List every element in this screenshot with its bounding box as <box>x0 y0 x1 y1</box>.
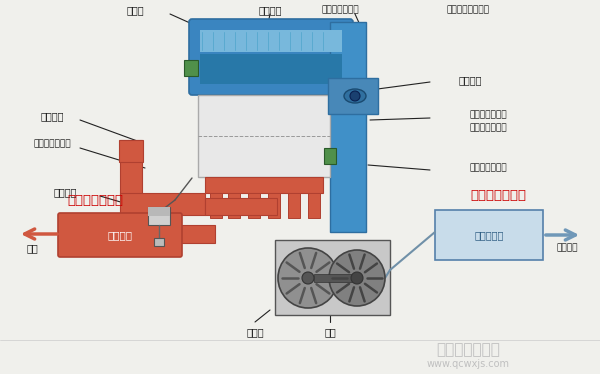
Bar <box>328 78 378 114</box>
FancyBboxPatch shape <box>189 19 353 95</box>
Bar <box>120 140 142 195</box>
Text: 新鲜空气: 新鲜空气 <box>556 243 578 252</box>
Text: 进气温度传感器: 进气温度传感器 <box>469 123 507 132</box>
Bar <box>200 30 342 52</box>
Bar <box>198 95 330 177</box>
Text: 冷却器: 冷却器 <box>126 5 144 15</box>
Bar <box>308 193 320 218</box>
Text: （进气泄压阀）: （进气泄压阀） <box>470 188 526 202</box>
Circle shape <box>278 248 338 308</box>
Bar <box>205 198 277 215</box>
Text: 进气压力传感器: 进气压力传感器 <box>321 6 359 15</box>
Bar <box>288 193 300 218</box>
Bar <box>120 193 205 215</box>
Bar <box>324 148 336 164</box>
Text: 增压空气循环阀: 增压空气循环阀 <box>469 163 507 172</box>
Bar <box>330 22 366 232</box>
Bar <box>248 193 260 218</box>
Bar <box>268 193 280 218</box>
Text: 和进气温度传感器: 和进气温度传感器 <box>446 6 490 15</box>
Text: 压力单元: 压力单元 <box>53 187 77 197</box>
Text: 增压压力限制阀: 增压压力限制阀 <box>33 140 71 148</box>
Text: （排气泄压阀）: （排气泄压阀） <box>67 193 123 206</box>
Bar <box>119 140 143 162</box>
Text: 废气: 废气 <box>26 243 38 253</box>
Bar <box>148 207 170 225</box>
Ellipse shape <box>344 89 366 103</box>
Text: 排气歧管: 排气歧管 <box>40 111 64 121</box>
Text: 涡轮: 涡轮 <box>324 327 336 337</box>
Text: 增压压力传感器: 增压压力传感器 <box>469 110 507 120</box>
Circle shape <box>350 91 360 101</box>
Bar <box>275 240 390 315</box>
Text: 三元催化: 三元催化 <box>107 230 133 240</box>
Text: 节流阀体: 节流阀体 <box>458 75 482 85</box>
Text: 旁通阀: 旁通阀 <box>246 327 264 337</box>
Text: 空气滤清器: 空气滤清器 <box>475 230 503 240</box>
Bar <box>314 274 357 282</box>
Bar <box>200 54 342 84</box>
Bar <box>184 60 198 76</box>
FancyBboxPatch shape <box>58 213 182 257</box>
Circle shape <box>302 272 314 284</box>
Bar <box>154 238 164 246</box>
Circle shape <box>329 250 385 306</box>
Bar <box>435 210 543 260</box>
Text: 汽车维修技术网: 汽车维修技术网 <box>436 343 500 358</box>
Bar <box>60 225 215 243</box>
Circle shape <box>351 272 363 284</box>
Text: www.qcwxjs.com: www.qcwxjs.com <box>427 359 509 369</box>
Bar <box>210 193 222 218</box>
Text: 进气歧管: 进气歧管 <box>258 5 282 15</box>
Bar <box>148 207 170 216</box>
Bar <box>205 177 323 193</box>
Bar <box>228 193 240 218</box>
